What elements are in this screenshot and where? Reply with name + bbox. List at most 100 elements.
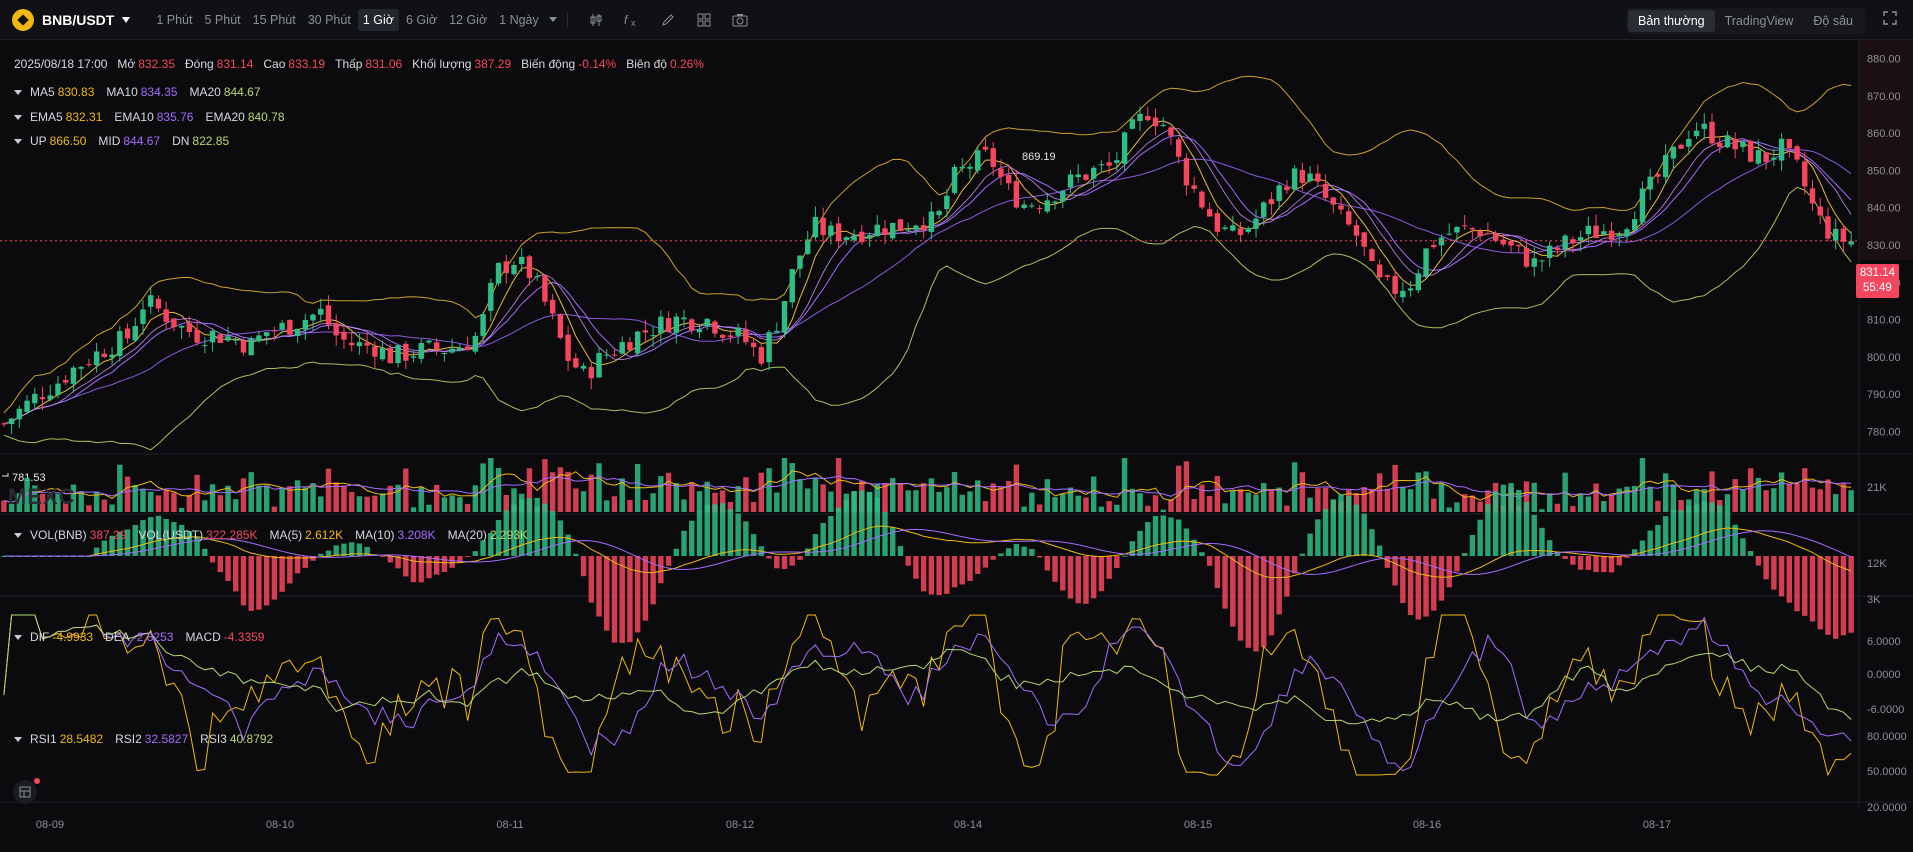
legend-time: 2025/08/18 17:00 (14, 57, 108, 71)
ohlc-item: Thấp 831.06 (335, 57, 402, 71)
fullscreen-icon[interactable] (1883, 11, 1899, 27)
macd-bar (1067, 556, 1074, 599)
macd-bar (1253, 556, 1259, 652)
collapse-icon[interactable] (14, 138, 22, 144)
macd-bar (913, 556, 919, 579)
volume-bar (1376, 473, 1383, 512)
candle-type-icon[interactable] (585, 9, 607, 31)
timeframe-more-icon[interactable] (548, 17, 557, 22)
view-tab[interactable]: TradingView (1724, 14, 1794, 28)
candle (681, 317, 687, 320)
ma-legend[interactable]: MA5 830.83 MA10 834.35 MA20 844.67 (14, 85, 273, 99)
macd-bar (1276, 556, 1282, 615)
collapse-icon[interactable] (14, 736, 22, 742)
candle (774, 330, 780, 333)
candle (302, 319, 309, 330)
volume-bar (70, 484, 77, 512)
volume-bar (1106, 501, 1112, 512)
candle (998, 168, 1004, 177)
volume-bar (735, 486, 741, 512)
divider (566, 11, 568, 28)
view-tab[interactable]: Độ sâu (1813, 14, 1853, 28)
candle (1693, 130, 1700, 137)
candle (611, 354, 618, 356)
rsi-legend[interactable]: RSI1 28.5482 RSI2 32.5827 RSI3 40.8792 (14, 732, 285, 746)
timeframe-tab[interactable]: 15 Phút (252, 12, 296, 27)
macd-bar (1291, 556, 1298, 574)
macd-bar (426, 556, 432, 579)
macd-bar (604, 556, 610, 631)
timeframe-tab[interactable]: 12 Giờ (449, 12, 488, 27)
rsi1-line (3, 614, 1852, 777)
volume-bar (1709, 471, 1715, 512)
macd-bar (503, 510, 509, 556)
candle (542, 275, 548, 302)
candle (1400, 290, 1406, 298)
macd-bar (1794, 556, 1800, 612)
chevron-down-icon (122, 16, 131, 23)
layout-settings-icon[interactable] (13, 780, 37, 804)
volume-bar (225, 485, 231, 512)
ohlc-item: Đóng 831.14 (185, 57, 253, 71)
macd-bar (681, 530, 687, 556)
volume-bar (1353, 492, 1360, 512)
macd-bar (1036, 556, 1043, 558)
collapse-icon[interactable] (14, 114, 22, 120)
candle (859, 231, 865, 243)
macd-bar (959, 556, 965, 585)
candle (689, 319, 695, 331)
volume-bar (202, 500, 208, 512)
timeframe-tab[interactable]: 1 Giờ (357, 8, 399, 31)
candle (287, 319, 293, 335)
legend-label: MID (98, 134, 121, 148)
macd-bar (967, 556, 973, 581)
timeframe-tab[interactable]: 1 Ngày (499, 12, 539, 27)
macd-legend[interactable]: DIF -4.9933 DEA -2.8253 MACD -4.3359 (14, 630, 276, 644)
macd-bar (1454, 556, 1460, 572)
symbol-selector[interactable]: BNB/USDT (12, 8, 131, 31)
macd-bar (619, 556, 625, 643)
volume-legend[interactable]: VOL(BNB) 387.29 VOL(USDT) 322.285K MA(5) 2.61… (14, 528, 540, 542)
candle (433, 342, 440, 350)
macd-bar (1516, 490, 1522, 556)
volume-bar (1747, 468, 1754, 512)
camera-icon[interactable] (729, 9, 751, 31)
timeframe-tab[interactable]: 5 Phút (204, 12, 241, 27)
macd-bar (1121, 555, 1128, 557)
macd-bar (1284, 556, 1290, 597)
candle (1090, 167, 1097, 179)
boll-legend[interactable]: UP 866.50 MID 844.67 DN 822.85 (14, 134, 241, 148)
timeframe-tabs: 1 Phút 5 Phút 15 Phút 30 Phút 1 Giờ 6 Giờ 12 G… (150, 8, 557, 31)
candle (1183, 158, 1190, 186)
candle (1029, 205, 1035, 207)
collapse-icon[interactable] (14, 89, 22, 95)
macd-bar (1052, 556, 1058, 582)
candle (913, 225, 919, 230)
timeframe-tab[interactable]: 1 Phút (156, 12, 193, 27)
timeframe-tab[interactable]: 6 Giờ (405, 12, 438, 27)
candle (1129, 119, 1136, 129)
svg-text:f: f (624, 13, 629, 27)
collapse-icon[interactable] (14, 532, 22, 538)
macd-bar (1245, 556, 1251, 648)
ema-legend[interactable]: EMA5 832.31 EMA10 835.76 EMA20 840.78 (14, 110, 297, 124)
timeframe-tab[interactable]: 30 Phút (307, 12, 351, 27)
view-tab[interactable]: Bản thường (1627, 10, 1715, 32)
macd-bar (743, 521, 749, 556)
volume-bar (1222, 503, 1228, 512)
legend-item: DIF -4.9933 (30, 630, 93, 644)
chart-area[interactable]: 880.00870.00860.00850.00840.00830.00820.… (0, 40, 1913, 849)
candle (1346, 211, 1352, 225)
volume-bar (124, 476, 131, 512)
volume-bar (194, 474, 200, 512)
collapse-icon[interactable] (14, 634, 22, 640)
volume-bar (47, 493, 53, 512)
candle (1771, 157, 1777, 160)
macd-bar (573, 553, 579, 556)
macd-bar (1678, 510, 1684, 556)
layout-grid-icon[interactable] (693, 9, 715, 31)
volume-bar (387, 485, 394, 512)
macd-bar (256, 556, 262, 610)
draw-pencil-icon[interactable] (657, 9, 679, 31)
